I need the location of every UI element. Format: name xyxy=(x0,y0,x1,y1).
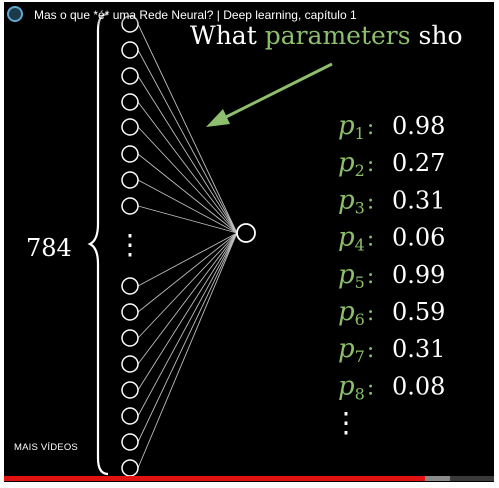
connection-lines xyxy=(138,24,237,468)
input-neuron xyxy=(122,198,138,214)
connection-line xyxy=(138,180,237,233)
parameter-value: 0.27 xyxy=(392,149,445,177)
parameter-name: p xyxy=(338,371,355,401)
parameter-value: 0.98 xyxy=(392,112,445,140)
parameter-row: p1: xyxy=(338,111,374,143)
parameter-name: p xyxy=(338,334,355,364)
parameter-value: 0.06 xyxy=(392,224,445,252)
more-videos-button[interactable]: MAIS VÍDEOS xyxy=(14,442,78,453)
player-top-bar: Mas o que *é* uma Rede Neural? | Deep le… xyxy=(4,2,494,28)
input-neuron xyxy=(122,460,138,476)
parameter-colon: : xyxy=(367,264,374,289)
input-neuron xyxy=(122,356,138,372)
connection-line xyxy=(138,233,237,338)
input-neuron xyxy=(122,408,138,424)
connection-line xyxy=(138,154,237,233)
parameter-colon: : xyxy=(367,189,374,214)
video-player[interactable]: ⋮ 784 What parameters sho p1: 0.98 p2: 0.27… xyxy=(4,2,494,482)
parameter-row: p2: xyxy=(338,148,374,180)
channel-avatar-icon[interactable] xyxy=(7,6,23,22)
parameter-subscript: 6 xyxy=(355,310,365,329)
connection-line xyxy=(138,233,237,442)
parameter-value: 0.59 xyxy=(392,298,445,326)
connection-line xyxy=(138,24,237,233)
connection-line xyxy=(138,127,237,233)
progress-bar[interactable] xyxy=(4,476,494,481)
parameter-colon: : xyxy=(367,375,374,400)
parameter-name: p xyxy=(338,148,355,178)
connection-line xyxy=(138,76,237,233)
connection-line xyxy=(138,233,237,286)
parameter-value: 0.99 xyxy=(392,261,445,289)
parameter-value: 0.08 xyxy=(392,372,445,400)
input-neuron xyxy=(122,68,138,84)
parameter-name: p xyxy=(338,260,355,290)
connection-line xyxy=(138,233,237,468)
parameter-subscript: 5 xyxy=(355,273,365,292)
pointer-arrow xyxy=(206,64,332,127)
parameter-row: p8: xyxy=(338,371,374,403)
parameter-subscript: 8 xyxy=(355,384,365,403)
parameter-subscript: 1 xyxy=(355,124,365,143)
neuron-brace xyxy=(90,14,108,474)
input-neuron xyxy=(122,434,138,450)
connection-line xyxy=(138,233,237,364)
parameter-value: 0.31 xyxy=(392,186,445,214)
parameter-row: p4: xyxy=(338,223,374,255)
connection-line xyxy=(138,50,237,233)
parameter-colon: : xyxy=(367,227,374,252)
parameter-row: p5: xyxy=(338,260,374,292)
parameter-name: p xyxy=(338,111,355,141)
progress-played xyxy=(4,476,425,481)
parameter-colon: : xyxy=(367,301,374,326)
parameter-subscript: 2 xyxy=(355,161,365,180)
parameter-subscript: 4 xyxy=(355,236,365,255)
parameter-name: p xyxy=(338,297,355,327)
progress-buffered xyxy=(425,476,450,481)
input-neuron xyxy=(122,382,138,398)
input-neuron xyxy=(122,146,138,162)
parameter-colon: : xyxy=(367,115,374,140)
neuron-count-label: 784 xyxy=(26,234,72,262)
parameter-row: p7: xyxy=(338,334,374,366)
input-neuron xyxy=(122,172,138,188)
input-neuron xyxy=(122,278,138,294)
output-neuron xyxy=(237,224,255,242)
parameter-name: p xyxy=(338,223,355,253)
input-neuron xyxy=(122,119,138,135)
connection-line xyxy=(138,233,237,312)
parameter-value: 0.31 xyxy=(392,335,445,363)
connection-line xyxy=(138,233,237,390)
connection-line xyxy=(138,233,237,416)
parameter-row: p6: xyxy=(338,297,374,329)
input-neuron xyxy=(122,330,138,346)
parameter-subscript: 7 xyxy=(355,347,365,366)
parameter-subscript: 3 xyxy=(355,198,365,217)
input-ellipsis: ⋮ xyxy=(116,228,144,261)
parameter-row: p3: xyxy=(338,185,374,217)
parameter-name: p xyxy=(338,185,355,215)
video-title[interactable]: Mas o que *é* uma Rede Neural? | Deep le… xyxy=(34,8,357,22)
input-neuron xyxy=(122,94,138,110)
input-neuron xyxy=(122,42,138,58)
parameter-colon: : xyxy=(367,152,374,177)
parameter-colon: : xyxy=(367,338,374,363)
input-neuron xyxy=(122,304,138,320)
parameter-ellipsis: ⋮ xyxy=(332,406,360,439)
